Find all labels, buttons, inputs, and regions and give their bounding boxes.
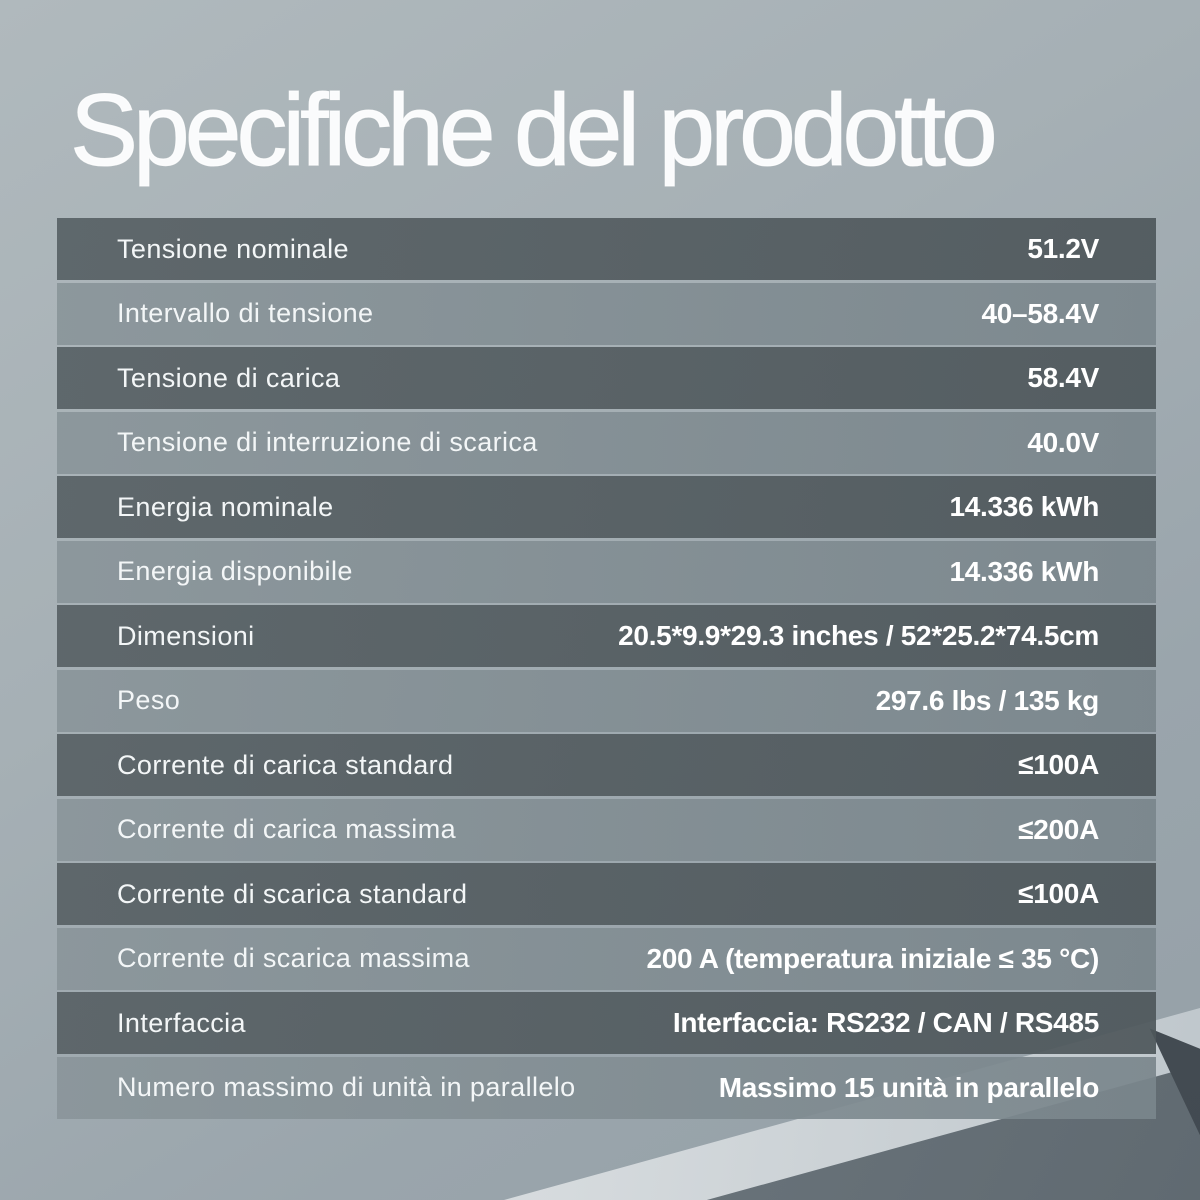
spec-value: 14.336 kWh xyxy=(949,555,1099,587)
spec-row: Corrente di scarica massima 200 A (tempe… xyxy=(57,927,1156,990)
spec-row: Interfaccia Interfaccia: RS232 / CAN / R… xyxy=(57,992,1156,1054)
spec-row: Numero massimo di unità in parallelo Mas… xyxy=(57,1056,1156,1119)
spec-value: 40–58.4V xyxy=(981,297,1100,329)
spec-row: Corrente di scarica standard ≤100A xyxy=(57,863,1156,925)
spec-value: 20.5*9.9*29.3 inches / 52*25.2*74.5cm xyxy=(618,620,1099,651)
spec-label: Corrente di carica standard xyxy=(117,749,454,780)
spec-label: Tensione di carica xyxy=(117,362,341,393)
spec-table: Tensione nominale 51.2V Intervallo di te… xyxy=(57,218,1156,1119)
spec-label: Interfaccia xyxy=(117,1007,246,1038)
spec-label: Numero massimo di unità in parallelo xyxy=(117,1072,576,1102)
spec-label: Tensione di interruzione di scarica xyxy=(117,427,538,457)
spec-label: Intervallo di tensione xyxy=(117,298,374,328)
spec-label: Peso xyxy=(117,685,181,715)
spec-value: 58.4V xyxy=(1027,362,1099,393)
spec-row: Energia disponibile 14.336 kWh xyxy=(57,540,1156,603)
spec-label: Corrente di carica massima xyxy=(117,814,457,844)
spec-value: 200 A (temperatura iniziale ≤ 35 °C) xyxy=(646,942,1099,974)
spec-row: Tensione nominale 51.2V xyxy=(57,218,1156,280)
spec-row: Intervallo di tensione 40–58.4V xyxy=(57,282,1156,345)
spec-value: Interfaccia: RS232 / CAN / RS485 xyxy=(672,1007,1099,1038)
spec-value: 40.0V xyxy=(1027,426,1099,458)
spec-label: Energia disponibile xyxy=(117,556,353,586)
spec-row: Corrente di carica standard ≤100A xyxy=(57,734,1156,796)
spec-row: Corrente di carica massima ≤200A xyxy=(57,798,1156,861)
spec-row: Dimensioni 20.5*9.9*29.3 inches / 52*25.… xyxy=(57,605,1156,667)
spec-label: Tensione nominale xyxy=(117,233,349,264)
spec-row: Energia nominale 14.336 kWh xyxy=(57,476,1156,538)
spec-row: Tensione di interruzione di scarica 40.0… xyxy=(57,411,1156,474)
spec-label: Dimensioni xyxy=(117,620,255,651)
spec-row: Tensione di carica 58.4V xyxy=(57,347,1156,409)
spec-value: ≤100A xyxy=(1018,878,1099,909)
spec-label: Corrente di scarica massima xyxy=(117,943,470,973)
spec-value: 14.336 kWh xyxy=(949,491,1099,522)
spec-value: Massimo 15 unità in parallelo xyxy=(718,1071,1100,1103)
spec-label: Corrente di scarica standard xyxy=(117,878,468,909)
page-title: Specifiche del prodotto xyxy=(69,73,998,187)
spec-row: Peso 297.6 lbs / 135 kg xyxy=(57,669,1156,732)
spec-value: 51.2V xyxy=(1027,233,1099,264)
spec-label: Energia nominale xyxy=(117,491,334,522)
spec-value: ≤200A xyxy=(1018,813,1099,845)
spec-value: 297.6 lbs / 135 kg xyxy=(875,684,1100,716)
spec-value: ≤100A xyxy=(1018,749,1099,780)
